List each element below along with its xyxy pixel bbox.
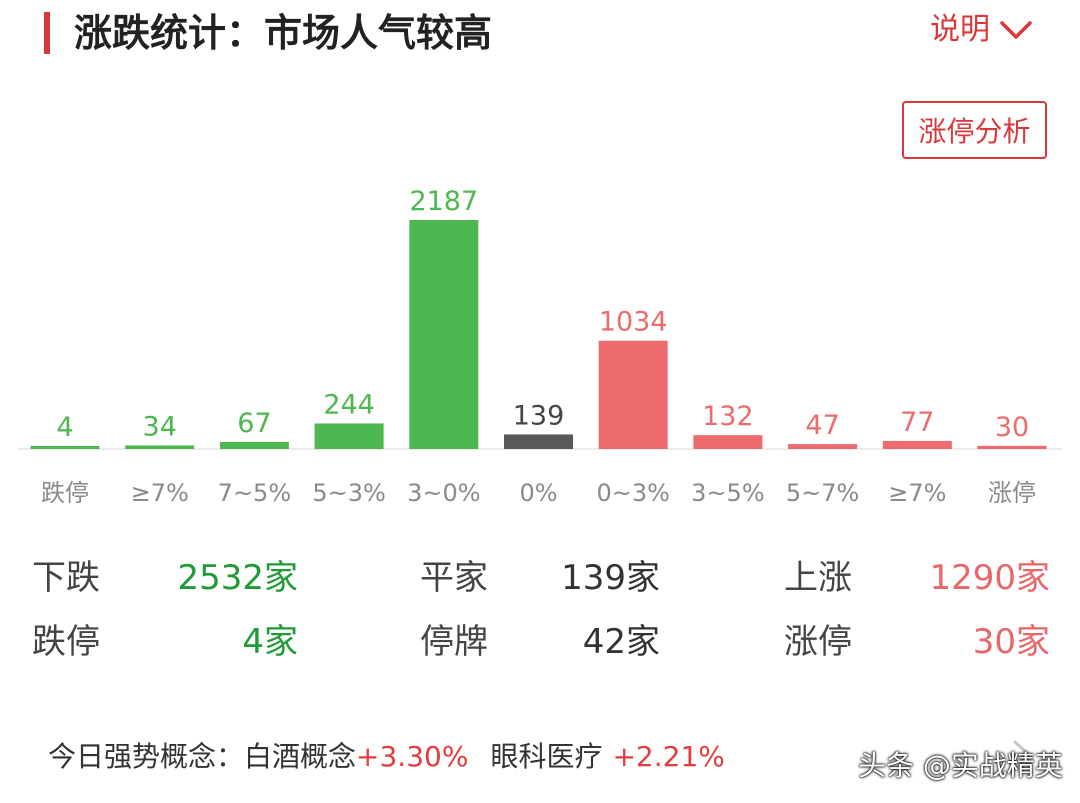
x-tick-label: 5~7% bbox=[786, 479, 859, 507]
bar-value-label: 30 bbox=[995, 412, 1029, 443]
explain-toggle[interactable]: 说明 bbox=[930, 8, 1032, 52]
up-label: 上涨 bbox=[784, 558, 852, 598]
chevron-down-icon bbox=[1000, 21, 1032, 39]
watermark: 头条 @实战精英 bbox=[858, 749, 1063, 782]
up-value: 1290家 bbox=[929, 558, 1050, 598]
concept-name: 白酒概念 bbox=[244, 740, 357, 773]
bar-value-label: 77 bbox=[900, 407, 934, 438]
concept-change: +3.30% bbox=[356, 740, 469, 773]
chart-bar bbox=[30, 446, 100, 449]
limit-down-label: 跌停 bbox=[32, 622, 100, 662]
explain-label: 说明 bbox=[930, 12, 990, 47]
suspended-label: 停牌 bbox=[420, 622, 488, 662]
x-tick-label: 3~5% bbox=[691, 479, 764, 507]
chart-bar bbox=[598, 340, 668, 449]
limit-up-label: 涨停 bbox=[784, 622, 852, 662]
stats-panel: 下跌 2532家 平家 139家 上涨 1290家 跌停 4家 停牌 42家 涨… bbox=[0, 548, 1080, 688]
down-label: 下跌 bbox=[32, 558, 100, 598]
flat-value: 139家 bbox=[561, 558, 660, 598]
strong-concepts-row[interactable]: 今日强势概念：白酒概念+3.30% 眼科医疗 +2.21% bbox=[48, 734, 725, 780]
x-tick-label: ≥7% bbox=[131, 479, 189, 507]
flat-label: 平家 bbox=[420, 558, 488, 598]
chart-bar bbox=[314, 423, 384, 449]
bar-value-label: 2187 bbox=[409, 186, 478, 217]
bar-value-label: 47 bbox=[805, 410, 839, 441]
concept-name: 眼科医疗 bbox=[490, 740, 603, 773]
chart-bar bbox=[409, 220, 479, 449]
limit-up-value: 30家 bbox=[972, 622, 1050, 662]
x-tick-label: 3~0% bbox=[407, 479, 480, 507]
x-tick-label: 跌停 bbox=[41, 479, 89, 507]
limit-down-value: 4家 bbox=[242, 622, 298, 662]
limit-up-analysis-button[interactable]: 涨停分析 bbox=[902, 101, 1047, 159]
title-accent-bar bbox=[44, 12, 50, 54]
x-tick-label: 0% bbox=[519, 479, 557, 507]
bar-value-label: 1034 bbox=[599, 307, 668, 338]
x-tick-label: 5~3% bbox=[312, 479, 385, 507]
bar-value-label: 4 bbox=[56, 412, 73, 443]
chart-bar bbox=[219, 441, 289, 449]
chart-bar bbox=[882, 440, 952, 449]
bar-value-label: 34 bbox=[143, 411, 177, 442]
x-tick-label: 7~5% bbox=[218, 479, 291, 507]
concept-change: +2.21% bbox=[612, 740, 725, 773]
x-tick-label: 涨停 bbox=[988, 479, 1036, 507]
suspended-value: 42家 bbox=[582, 622, 660, 662]
chevron-right-icon[interactable] bbox=[1005, 738, 1039, 772]
rise-fall-bar-chart: 4 跌停 34 ≥7% 67 7~5% 244 5~3% 2187 3~0% 139 0% 1034 0~… bbox=[18, 186, 1062, 507]
chart-bar bbox=[788, 444, 858, 449]
bar-value-label: 132 bbox=[702, 401, 754, 432]
down-value: 2532家 bbox=[177, 558, 298, 598]
bar-value-label: 67 bbox=[237, 408, 271, 439]
bar-value-label: 139 bbox=[513, 400, 565, 431]
chart-bar bbox=[125, 445, 195, 449]
chart-bar bbox=[977, 445, 1047, 449]
chart-bar bbox=[693, 435, 763, 449]
bar-value-label: 244 bbox=[323, 389, 375, 420]
x-tick-label: 0~3% bbox=[596, 479, 669, 507]
chart-bar bbox=[504, 434, 573, 449]
x-tick-label: ≥7% bbox=[888, 479, 946, 507]
page-title: 涨跌统计：市场人气较高 bbox=[74, 11, 493, 55]
concepts-prefix: 今日强势概念： bbox=[48, 740, 245, 773]
